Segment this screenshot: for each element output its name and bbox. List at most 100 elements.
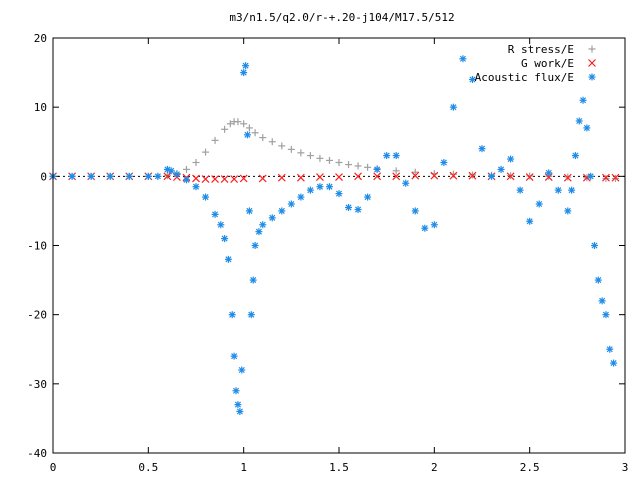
data-point — [411, 168, 419, 176]
data-point — [251, 242, 259, 249]
data-point — [251, 129, 259, 137]
x-tick-label: 3 — [622, 461, 629, 474]
x-tick-label: 2 — [431, 461, 438, 474]
data-point — [167, 167, 175, 175]
data-point — [316, 154, 324, 162]
data-point — [383, 152, 391, 160]
data-point — [277, 173, 286, 182]
data-point — [478, 145, 486, 153]
data-point — [354, 172, 362, 181]
x-tick-label: 2.5 — [520, 461, 540, 474]
data-point — [287, 145, 295, 153]
data-point — [240, 69, 248, 77]
data-point — [243, 131, 251, 139]
data-point — [125, 172, 133, 180]
data-point — [245, 207, 253, 215]
y-tick-label: -40 — [27, 447, 47, 460]
data-point — [258, 174, 267, 183]
data-point — [297, 149, 305, 157]
data-point — [364, 193, 372, 201]
data-point — [587, 172, 595, 180]
data-point — [583, 124, 591, 132]
data-point — [568, 186, 576, 194]
data-point — [202, 193, 210, 201]
y-tick-label: -20 — [27, 309, 47, 322]
data-point — [247, 311, 255, 319]
data-point — [201, 175, 210, 184]
data-point — [575, 117, 583, 125]
data-point — [297, 193, 305, 201]
data-point — [579, 96, 587, 104]
data-point — [316, 173, 324, 181]
data-point — [230, 352, 238, 360]
data-point — [144, 172, 152, 180]
data-point — [526, 217, 534, 225]
data-point — [236, 408, 244, 415]
legend-marker — [588, 59, 596, 67]
data-point — [411, 171, 420, 180]
data-point — [354, 206, 362, 214]
data-point — [211, 136, 219, 144]
chart-title: m3/n1.5/q2.0/r-+.20-j104/M17.5/512 — [229, 11, 454, 24]
data-point — [325, 183, 333, 191]
data-point — [392, 152, 400, 160]
data-point — [402, 179, 410, 187]
data-point — [606, 345, 614, 353]
data-point — [268, 138, 276, 146]
data-point — [239, 174, 248, 183]
data-point — [449, 170, 457, 178]
data-point — [240, 120, 248, 128]
data-point — [440, 159, 448, 166]
data-point — [234, 401, 242, 409]
legend-marker — [588, 73, 596, 81]
data-point — [226, 120, 234, 128]
data-point — [449, 103, 457, 111]
data-point — [345, 161, 353, 169]
x-tick-label: 1 — [240, 461, 247, 474]
series-2 — [49, 55, 618, 415]
data-point — [449, 171, 458, 180]
data-point — [182, 165, 190, 173]
data-point — [516, 186, 524, 194]
data-point — [602, 311, 610, 319]
data-point — [278, 142, 286, 150]
data-point — [234, 118, 242, 126]
data-point — [535, 200, 543, 208]
data-point — [87, 172, 95, 180]
data-point — [611, 173, 620, 182]
data-point — [232, 387, 240, 395]
data-point — [421, 224, 429, 232]
data-point — [507, 155, 515, 163]
y-tick-label: -10 — [27, 240, 47, 253]
data-point — [173, 170, 181, 178]
data-point — [392, 167, 400, 175]
data-point — [192, 159, 200, 166]
data-point — [211, 175, 219, 184]
data-point — [590, 242, 598, 249]
data-point — [238, 366, 246, 374]
data-point — [211, 210, 219, 218]
data-point — [392, 172, 401, 181]
series-layer — [49, 55, 620, 415]
data-point — [526, 172, 534, 180]
data-point — [202, 148, 210, 156]
data-point — [249, 276, 257, 284]
data-point — [306, 186, 314, 194]
data-point — [335, 159, 343, 166]
y-tick-label: 0 — [40, 170, 47, 183]
data-point — [411, 207, 419, 215]
data-point — [488, 172, 496, 180]
data-point — [287, 200, 295, 208]
data-point — [259, 134, 267, 142]
y-tick-label: -30 — [27, 378, 47, 391]
data-point — [106, 172, 114, 180]
data-point — [468, 76, 476, 83]
data-point — [525, 173, 534, 181]
legend-label: R stress/E — [508, 43, 574, 56]
data-point — [497, 165, 505, 173]
data-point — [602, 173, 610, 182]
x-tick-label: 0 — [50, 461, 57, 474]
data-point — [296, 173, 305, 182]
